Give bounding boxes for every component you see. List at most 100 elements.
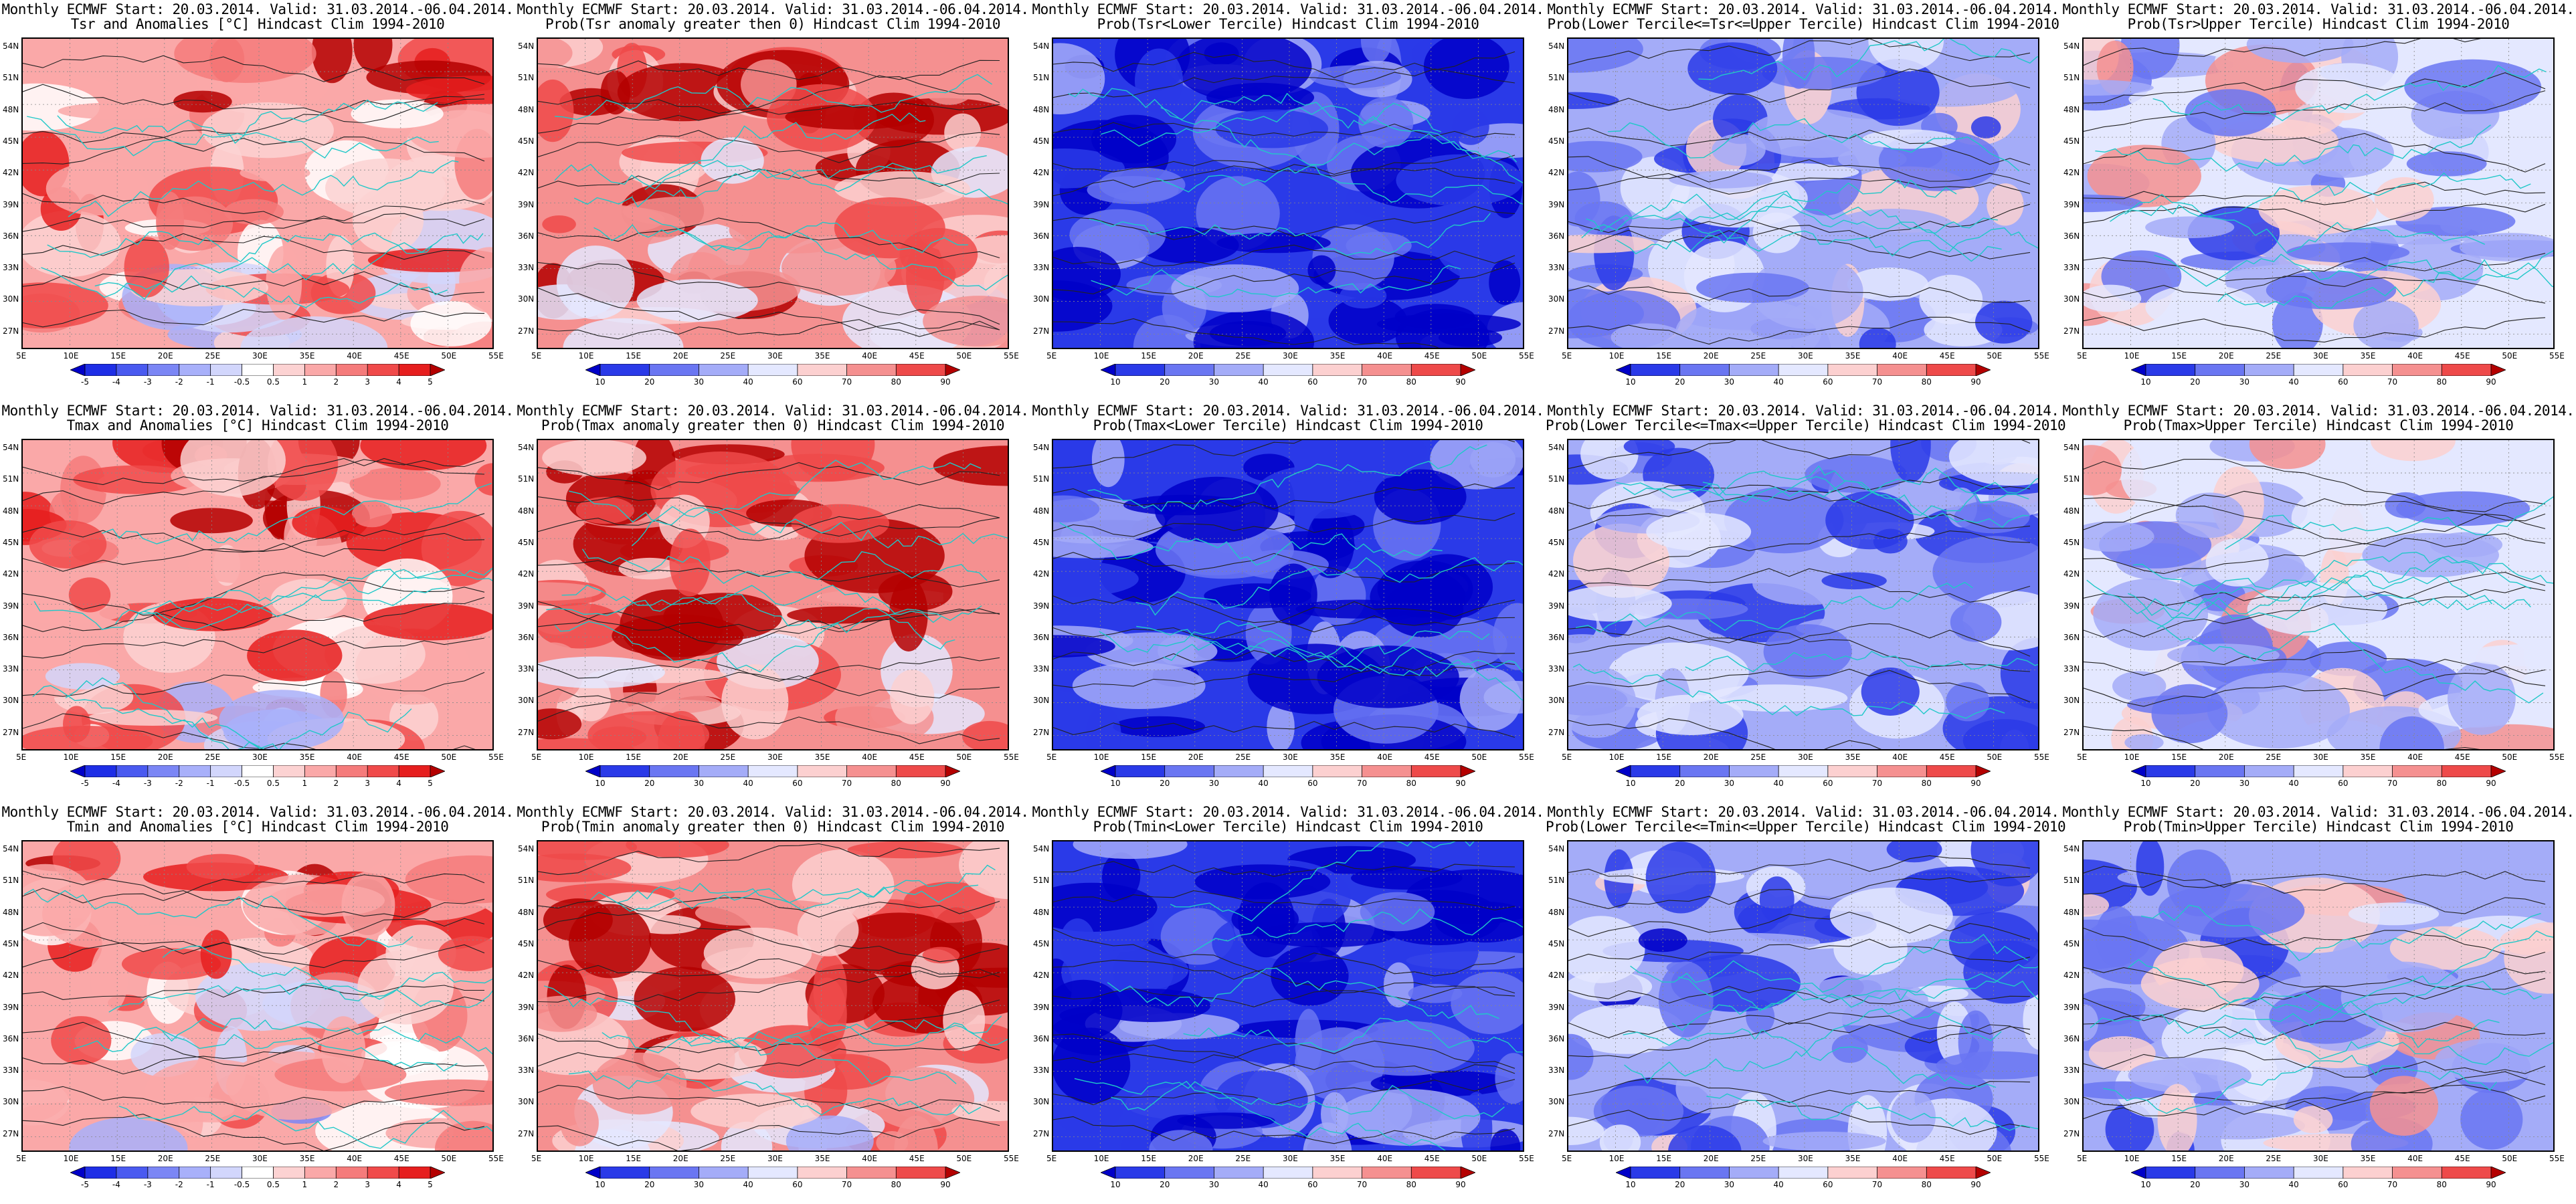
lat-tick-label: 30N [1033, 696, 1050, 706]
lon-tick-label: 20E [157, 351, 173, 361]
colorbar-label: 70 [2387, 377, 2398, 387]
lat-tick-label: 42N [518, 168, 535, 178]
lon-tick-label: 5E [1562, 752, 1572, 762]
lon-tick-label: 50E [2502, 1154, 2518, 1163]
lon-tick-label: 5E [1562, 1154, 1572, 1163]
lon-tick-label: 35E [814, 1154, 830, 1163]
lat-tick-label: 33N [3, 1066, 19, 1076]
lat-tick-label: 36N [2063, 632, 2080, 642]
lat-tick-label: 48N [1548, 506, 1565, 516]
lat-tick-label: 27N [518, 1128, 535, 1138]
lon-tick-label: 55E [2034, 1154, 2049, 1163]
colorbar-label: 10 [1110, 377, 1121, 387]
lat-tick-label: 39N [1033, 1002, 1050, 1012]
colorbar-label: -5 [81, 1180, 89, 1189]
lon-tick-label: 50E [1987, 351, 2003, 361]
lon-tick-label: 10E [578, 351, 594, 361]
colorbar-label: 10 [1625, 377, 1636, 387]
colorbar-swatch [242, 364, 274, 376]
lon-tick-label: 25E [205, 1154, 221, 1163]
colorbar-swatch [747, 1167, 798, 1179]
lon-tick-label: 15E [626, 1154, 642, 1163]
lon-tick-label: 45E [1424, 351, 1440, 361]
lat-tick-label: 42N [2063, 569, 2080, 579]
lat-tick-label: 36N [1548, 1033, 1565, 1043]
colorbar-swatch [84, 765, 117, 777]
colorbar-swatch [1679, 364, 1730, 376]
field-shading [23, 440, 492, 749]
lon-tick-label: 55E [2034, 752, 2049, 762]
lon-tick-label: 35E [2360, 1154, 2376, 1163]
colorbar-swatch [2441, 364, 2492, 376]
lat-tick-label: 48N [518, 104, 535, 114]
colorbar: 10 20 30 40 60 70 80 90 [1616, 1167, 1991, 1192]
colorbar-swatch [1975, 1167, 1991, 1179]
colorbar-swatch [1101, 364, 1116, 376]
colorbar-label: 40 [2288, 1180, 2299, 1189]
lat-tick-label: 39N [2063, 1002, 2080, 1012]
lat-tick-label: 48N [1033, 104, 1050, 114]
colorbar-label: 30 [1208, 377, 1220, 387]
colorbar-swatch [649, 1167, 700, 1179]
lat-tick-label: 33N [1033, 1066, 1050, 1076]
lat-tick-label: 36N [518, 231, 535, 241]
lat-tick-label: 42N [3, 168, 19, 178]
colorbar-swatch [1460, 364, 1475, 376]
colorbar-label: 60 [2338, 1180, 2349, 1189]
colorbar-swatch [1729, 1167, 1780, 1179]
lat-tick-label: 33N [2063, 263, 2080, 273]
lat-tick-label: 30N [1548, 294, 1565, 304]
colorbar-swatch [367, 364, 399, 376]
colorbar-swatch [600, 765, 650, 777]
lon-tick-label: 25E [720, 1154, 736, 1163]
colorbar-swatch [846, 1167, 897, 1179]
lat-tick-label: 30N [3, 294, 19, 304]
map-panel-tmin-4: Monthly ECMWF Start: 20.03.2014. Valid: … [1546, 803, 2066, 1204]
colorbar-label: 70 [1871, 1180, 1883, 1189]
panel-header: Monthly ECMWF Start: 20.03.2014. Valid: … [517, 804, 1029, 820]
lon-tick-label: 10E [578, 1154, 594, 1163]
lon-tick-label: 15E [2171, 351, 2187, 361]
lon-tick-label: 50E [441, 752, 457, 762]
colorbar-swatch [1926, 765, 1976, 777]
lon-tick-label: 40E [1377, 351, 1393, 361]
lat-tick-label: 45N [518, 537, 535, 547]
colorbar: 10 20 30 40 60 70 80 90 [1101, 364, 1475, 389]
colorbar-swatch [2145, 364, 2196, 376]
colorbar-swatch [1410, 364, 1461, 376]
panel-subtitle: Prob(Lower Tercile<=Tmax<=Upper Tercile)… [1546, 417, 2066, 433]
lat-tick-label: 39N [3, 1002, 19, 1012]
lat-tick-label: 45N [1033, 537, 1050, 547]
lon-tick-label: 40E [2407, 1154, 2423, 1163]
lon-tick-label: 40E [347, 752, 363, 762]
colorbar-swatch [273, 765, 306, 777]
lon-tick-label: 10E [578, 752, 594, 762]
lat-tick-label: 51N [2063, 876, 2080, 886]
panel-subtitle: Prob(Tmax anomaly greater then 0) Hindca… [541, 417, 1005, 433]
lon-tick-label: 35E [1845, 752, 1861, 762]
lat-tick-label: 48N [1548, 907, 1565, 917]
colorbar-swatch [430, 364, 445, 376]
colorbar-label: -3 [143, 779, 152, 788]
lat-tick-label: 54N [3, 443, 19, 452]
lon-tick-label: 5E [1046, 1154, 1057, 1163]
lat-tick-label: 27N [1033, 326, 1050, 336]
colorbar-swatch [2145, 765, 2196, 777]
colorbar-label: 70 [841, 779, 852, 788]
lon-tick-label: 20E [672, 1154, 688, 1163]
lon-tick-label: 40E [862, 752, 878, 762]
colorbar-label: 40 [1258, 1180, 1269, 1189]
colorbar-swatch [1778, 765, 1829, 777]
lat-tick-label: 39N [1548, 199, 1565, 209]
colorbar-swatch [398, 765, 431, 777]
lat-tick-label: 36N [1033, 1033, 1050, 1043]
lat-tick-label: 45N [2063, 537, 2080, 547]
field-shading [1568, 39, 2038, 348]
colorbar-swatch [585, 765, 601, 777]
colorbar: 10 20 30 40 60 70 80 90 [1101, 765, 1475, 791]
lon-tick-label: 5E [2077, 1154, 2088, 1163]
colorbar-swatch [1115, 364, 1166, 376]
lon-tick-label: 5E [16, 351, 27, 361]
colorbar-label: 60 [1823, 1180, 1833, 1189]
lon-tick-label: 30E [767, 1154, 783, 1163]
